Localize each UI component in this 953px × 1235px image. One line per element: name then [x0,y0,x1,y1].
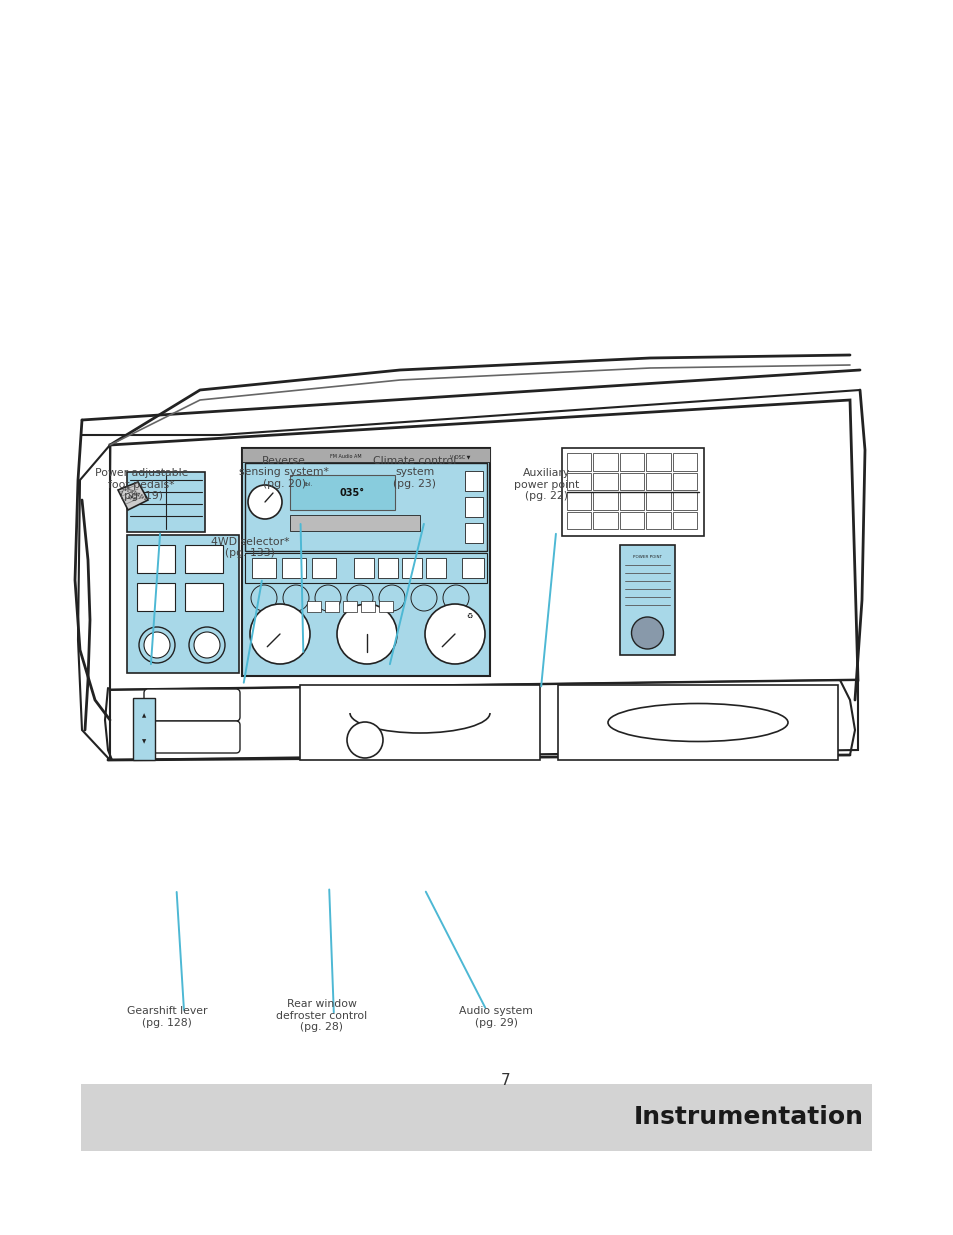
Bar [672,453,697,471]
Bar [593,473,618,490]
Text: lbl.: lbl. [305,482,313,487]
Circle shape [283,585,309,611]
Bar [672,492,697,510]
Circle shape [250,604,310,664]
Bar [593,511,618,529]
Bar [137,583,174,611]
Circle shape [314,585,340,611]
Bar [566,453,591,471]
Text: Reverse
sensing system*
(pg. 20): Reverse sensing system* (pg. 20) [239,456,329,489]
Bar [619,473,643,490]
Bar [312,558,335,578]
Circle shape [189,627,225,663]
Bar [127,472,205,532]
Text: Instrumentation: Instrumentation [634,1105,863,1130]
Circle shape [251,585,276,611]
Bar [299,685,539,760]
Circle shape [424,604,484,664]
Bar [185,545,223,573]
Circle shape [139,627,174,663]
Text: 4WD selector*
(pg. 133): 4WD selector* (pg. 133) [211,537,289,558]
Bar [464,522,482,543]
Text: Auxiliary
power point
(pg. 22): Auxiliary power point (pg. 22) [514,468,578,501]
Bar [464,471,482,492]
Bar [245,463,486,551]
Bar [461,558,483,578]
Bar [566,473,591,490]
Text: 035°: 035° [339,488,365,498]
Circle shape [347,585,373,611]
Bar [137,545,174,573]
Circle shape [411,585,436,611]
Bar [132,698,154,760]
Text: FM Audio AM: FM Audio AM [330,454,361,459]
Bar [464,496,482,517]
Bar [245,553,486,583]
Bar [81,1084,871,1151]
Bar [645,473,670,490]
Bar [619,545,675,655]
Bar [645,492,670,510]
Circle shape [631,618,662,650]
Bar [360,601,375,613]
Text: ▲: ▲ [142,714,146,719]
Circle shape [336,604,396,664]
Circle shape [442,585,469,611]
Bar [307,601,320,613]
Bar [566,511,591,529]
Bar [645,453,670,471]
Ellipse shape [607,704,787,741]
Bar [354,558,374,578]
Bar [378,601,393,613]
Circle shape [378,585,405,611]
Bar [645,511,670,529]
Bar [401,558,421,578]
Polygon shape [118,482,148,510]
Bar [672,511,697,529]
Bar [619,492,643,510]
Polygon shape [108,400,857,690]
Text: Rear window
defroster control
(pg. 28): Rear window defroster control (pg. 28) [275,999,367,1032]
Circle shape [144,632,170,658]
Polygon shape [108,680,857,760]
Text: Climate control
system
(pg. 23): Climate control system (pg. 23) [373,456,456,489]
Bar [325,601,338,613]
Bar [290,475,395,510]
Bar [561,448,703,536]
Text: ▼: ▼ [142,740,146,745]
Bar [185,583,223,611]
Bar [377,558,397,578]
FancyBboxPatch shape [144,721,240,753]
Circle shape [193,632,220,658]
Text: OVERDRIVE
OFF: OVERDRIVE OFF [117,485,148,506]
Bar [252,558,275,578]
Text: Power adjustable
foot pedals*
(pg. 19): Power adjustable foot pedals* (pg. 19) [94,468,188,501]
Text: ♻: ♻ [466,613,473,619]
Bar [619,453,643,471]
Bar [290,515,419,531]
Circle shape [347,722,382,758]
Bar [343,601,356,613]
Bar [672,473,697,490]
Bar [127,535,239,673]
Bar [558,685,837,760]
Circle shape [248,485,282,519]
Bar [242,448,490,462]
Bar [566,492,591,510]
Polygon shape [78,445,110,760]
FancyBboxPatch shape [144,689,240,721]
Bar [282,558,306,578]
Bar [593,492,618,510]
Text: Gearshift lever
(pg. 128): Gearshift lever (pg. 128) [127,1007,207,1028]
Bar [426,558,446,578]
Text: POWER POINT: POWER POINT [633,555,661,559]
Bar [619,511,643,529]
Text: 7: 7 [500,1073,510,1088]
Text: V DSC ▼: V DSC ▼ [450,454,470,459]
Bar [593,453,618,471]
Text: Audio system
(pg. 29): Audio system (pg. 29) [458,1007,533,1028]
Bar [242,448,490,676]
